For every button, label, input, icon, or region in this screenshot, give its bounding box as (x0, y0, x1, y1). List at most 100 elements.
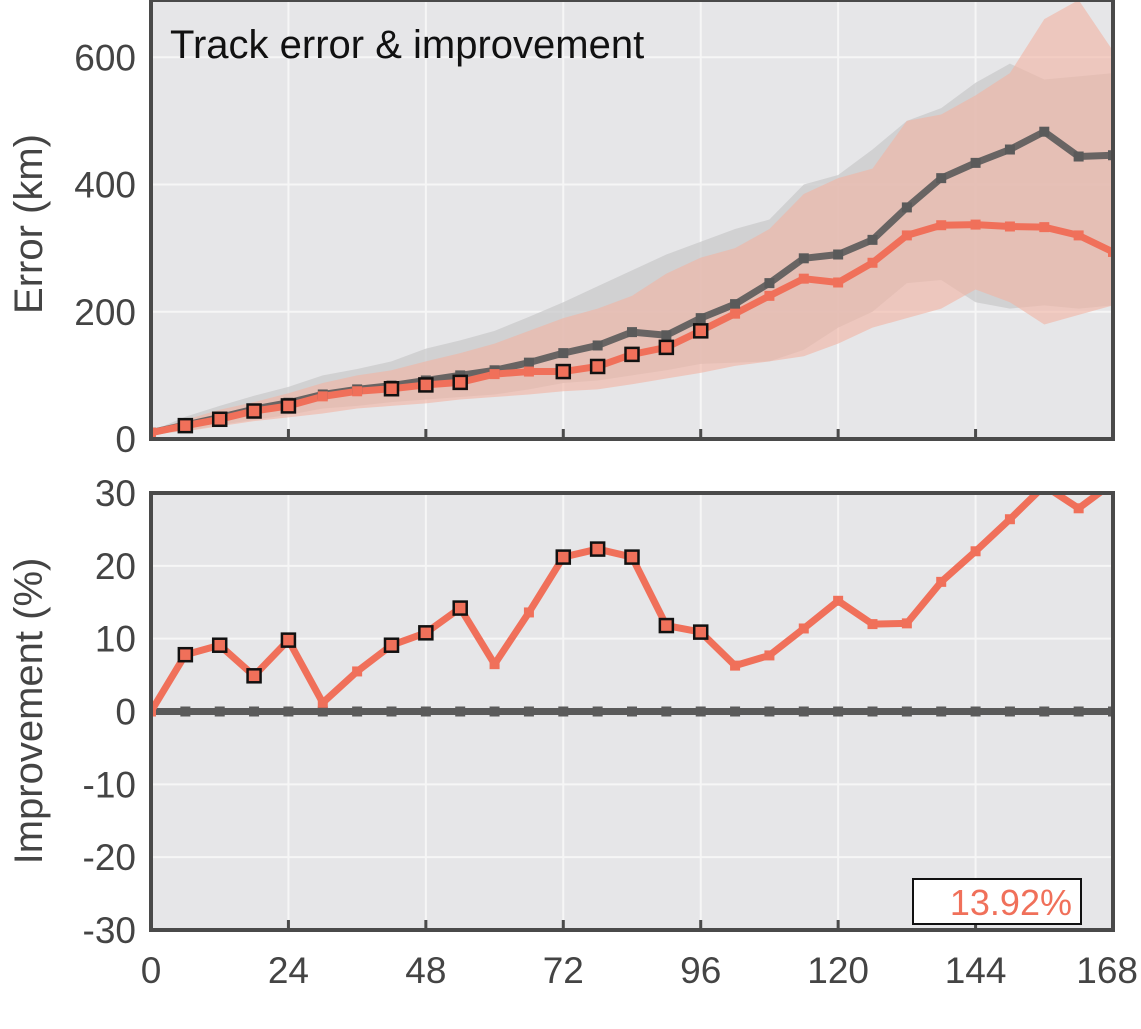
baseline-error-point (901, 202, 912, 213)
baseline-improvement-point (317, 706, 328, 717)
improved-error-point (211, 411, 228, 428)
improved-improvement-point (798, 623, 809, 634)
improved-error-point (867, 257, 878, 268)
baseline-error-point (1073, 151, 1084, 162)
improved-improvement-point (970, 546, 981, 557)
improvement-panel: 30 20 10 0 -10 -20 -30 0 24 48 72 96 120 144 168 Impr… (7, 473, 1138, 991)
error-uncertainty-bands (151, 0, 1113, 434)
improvement-y-tick-label: -10 (83, 764, 136, 805)
improved-improvement-point (452, 600, 468, 616)
improved-error-point (317, 391, 328, 402)
improved-error-point (658, 339, 675, 356)
improved-error-point (418, 377, 434, 393)
error-series-markers (151, 126, 1113, 438)
improved-error-point (352, 386, 363, 397)
baseline-error-point (695, 313, 706, 324)
baseline-improvement-point (455, 706, 466, 717)
error-y-axis-label: Error (km) (7, 134, 51, 314)
error-y-tick-label: 600 (74, 37, 136, 78)
baseline-improvement-point (283, 706, 294, 717)
improved-error-point (246, 403, 262, 419)
x-tick-label: 144 (945, 950, 1007, 991)
improvement-y-tick-labels: 30 20 10 0 -10 -20 -30 (83, 473, 136, 951)
improvement-y-axis-label: Improvement (%) (7, 558, 51, 865)
baseline-improvement-point (867, 706, 878, 717)
improved-improvement-point (936, 576, 947, 587)
improved-improvement-point (658, 617, 675, 634)
baseline-improvement-point (798, 706, 809, 717)
improved-error-point (730, 308, 741, 319)
improvement-series-markers (151, 481, 1113, 717)
baseline-improvement-point (214, 706, 225, 717)
improved-improvement-point (1004, 514, 1015, 525)
summary-value: 13.92% (950, 882, 1072, 923)
baseline-improvement-point (970, 706, 981, 717)
x-tick-label: 96 (680, 950, 721, 991)
baseline-improvement-point (592, 706, 603, 717)
improved-improvement-point (1073, 503, 1084, 514)
x-tick-label: 72 (543, 950, 584, 991)
error-y-tick-label: 0 (115, 419, 136, 460)
x-tick-label: 0 (141, 950, 162, 991)
baseline-error-point (1004, 144, 1015, 155)
baseline-error-point (1108, 150, 1113, 161)
baseline-error-point (627, 327, 637, 338)
improved-improvement-point (867, 619, 878, 630)
baseline-error-point (592, 340, 603, 351)
improved-error-point (970, 219, 981, 230)
improved-improvement-point (1039, 481, 1049, 491)
x-tick-label: 120 (807, 950, 869, 991)
error-plot-frame (149, 0, 1115, 441)
improved-error-point (1004, 221, 1015, 232)
improved-improvement-point (764, 650, 775, 661)
chart-title: Track error & improvement (170, 23, 644, 67)
improved-improvement-point (523, 607, 534, 618)
baseline-improvement-point (352, 706, 363, 717)
improved-error-point (901, 230, 912, 241)
baseline-improvement-point (558, 706, 569, 717)
improved-improvement-point (383, 637, 400, 653)
baseline-improvement-point (1108, 706, 1113, 717)
improved-error-point (589, 358, 606, 375)
improved-improvement-point (418, 625, 434, 641)
improved-error-point (764, 290, 775, 301)
baseline-error-point (833, 249, 844, 260)
x-tick-labels: 0 24 48 72 96 120 144 168 (141, 920, 1138, 991)
summary-box: 13.92% (912, 878, 1082, 925)
improved-error-point (523, 366, 534, 377)
baseline-improvement-point (1039, 706, 1050, 717)
improved-error-point (692, 323, 709, 339)
baseline-improvement-point (764, 706, 775, 717)
baseline-improvement-point (386, 706, 397, 717)
improved-error-point (833, 277, 844, 288)
baseline-improvement-point (1073, 706, 1084, 717)
improvement-y-tick-label: -30 (83, 910, 136, 951)
baseline-error-point (867, 234, 878, 245)
baseline-improvement-point (249, 706, 260, 717)
baseline-error-point (764, 278, 775, 289)
improved-error-band (151, 0, 1113, 434)
baseline-improvement-point (420, 706, 431, 717)
improved-improvement-point (246, 668, 262, 684)
baseline-error-point (523, 357, 534, 368)
improved-improvement-point (833, 595, 844, 606)
error-x-tick-marks (149, 429, 1115, 439)
improvement-y-tick-label: -20 (83, 837, 136, 878)
baseline-error-point (936, 173, 947, 184)
improved-error-point (452, 374, 468, 391)
baseline-improvement-point (489, 706, 500, 717)
baseline-error-point (661, 330, 672, 341)
error-y-tick-label: 200 (74, 292, 136, 333)
baseline-improvement-point (627, 706, 637, 717)
baseline-error-point (798, 253, 809, 264)
improved-improvement-point (489, 659, 500, 670)
improved-error-point (936, 220, 947, 231)
baseline-improvement-point (901, 706, 912, 717)
improved-error-point (383, 380, 400, 397)
baseline-error-band (151, 63, 1113, 434)
improved-error-point (624, 346, 640, 363)
improved-error-point (280, 398, 297, 414)
error-y-tick-label: 400 (74, 165, 136, 206)
improved-improvement-point (901, 618, 912, 629)
